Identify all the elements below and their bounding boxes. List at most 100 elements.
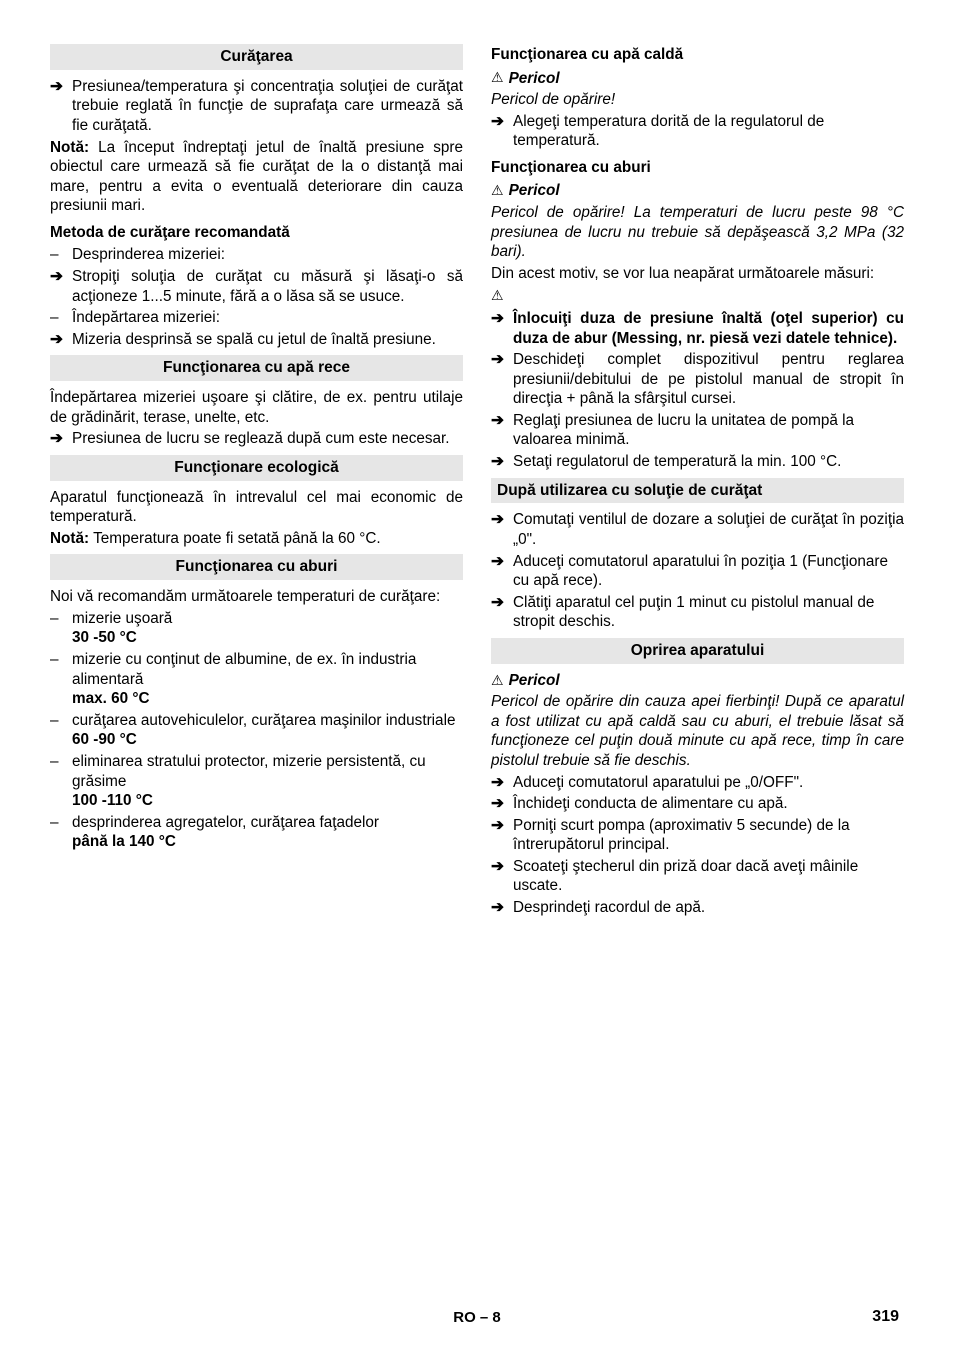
- warning-icon: ⚠: [491, 286, 904, 306]
- heading-curatarea: Curăţarea: [50, 44, 463, 70]
- list-item: – Îndepărtarea mizeriei:: [50, 308, 463, 328]
- body-text: Clătiţi aparatul cel puţin 1 minut cu pi…: [513, 593, 904, 632]
- subheading-aburi-2: Funcţionarea cu aburi: [491, 158, 904, 178]
- list-item: ➔ Comutaţi ventilul de dozare a soluţiei…: [491, 510, 904, 549]
- dash-icon: –: [50, 813, 72, 852]
- dash-icon: –: [50, 650, 72, 709]
- body-text: Setaţi regulatorul de temperatură la min…: [513, 452, 904, 472]
- list-item: ➔ Deschideţi complet dispozitivul pentru…: [491, 350, 904, 409]
- list-item: ➔ Stropiţi soluţia de curăţat cu măsură …: [50, 267, 463, 306]
- arrow-icon: ➔: [491, 898, 513, 918]
- list-item: – mizerie cu conţinut de albumine, de ex…: [50, 650, 463, 709]
- arrow-icon: ➔: [50, 429, 72, 449]
- body-text: Pericol de opărire! La temperaturi de lu…: [491, 203, 904, 262]
- list-item: ➔ Clătiţi aparatul cel puţin 1 minut cu …: [491, 593, 904, 632]
- body-text: Din acest motiv, se vor lua neapărat urm…: [491, 264, 904, 284]
- arrow-icon: ➔: [50, 330, 72, 350]
- list-item: ➔ Mizeria desprinsă se spală cu jetul de…: [50, 330, 463, 350]
- arrow-icon: ➔: [491, 773, 513, 793]
- warning-icon: ⚠: [491, 69, 504, 87]
- body-text: Înlocuiţi duza de presiune înaltă (oţel …: [513, 309, 904, 348]
- list-item: – mizerie uşoară 30 -50 °C: [50, 609, 463, 648]
- footer-center: RO – 8: [0, 1309, 954, 1326]
- body-text: mizerie uşoară 30 -50 °C: [72, 609, 463, 648]
- body-text: Stropiţi soluţia de curăţat cu măsură şi…: [72, 267, 463, 306]
- pericol-label: Pericol: [509, 69, 560, 89]
- pericol-line: ⚠ Pericol: [491, 69, 904, 89]
- arrow-icon: ➔: [491, 350, 513, 409]
- body-text: Îndepărtarea mizeriei uşoare şi clătire,…: [50, 388, 463, 427]
- dash-icon: –: [50, 752, 72, 811]
- heading-aburi: Funcţionarea cu aburi: [50, 554, 463, 580]
- arrow-icon: ➔: [491, 552, 513, 591]
- arrow-icon: ➔: [491, 510, 513, 549]
- dash-icon: –: [50, 711, 72, 750]
- heading-oprirea: Oprirea aparatului: [491, 638, 904, 664]
- subheading-apa-calda: Funcţionarea cu apă caldă: [491, 45, 904, 65]
- list-item: ➔ Setaţi regulatorul de temperatură la m…: [491, 452, 904, 472]
- arrow-icon: ➔: [491, 452, 513, 472]
- body-text: Desprinderea mizeriei:: [72, 245, 463, 265]
- arrow-icon: ➔: [491, 794, 513, 814]
- body-text: Închideţi conducta de alimentare cu apă.: [513, 794, 904, 814]
- note-body: Temperatura poate fi setată până la 60 °…: [89, 530, 381, 547]
- dash-icon: –: [50, 245, 72, 265]
- list-item: ➔ Aduceţi comutatorul aparatului în pozi…: [491, 552, 904, 591]
- page-number: 319: [872, 1308, 899, 1326]
- body-text: Noi vă recomandăm următoarele temperatur…: [50, 587, 463, 607]
- body-text: Pericol de opărire din cauza apei fierbi…: [491, 692, 904, 770]
- body-text: Aduceţi comutatorul aparatului pe „0/OFF…: [513, 773, 904, 793]
- note-body: La început îndreptaţi jetul de înaltă pr…: [50, 139, 463, 215]
- note-label: Notă:: [50, 530, 89, 547]
- arrow-icon: ➔: [50, 77, 72, 136]
- body-text: mizerie cu conţinut de albumine, de ex. …: [72, 650, 463, 709]
- list-item: ➔ Reglaţi presiunea de lucru la unitatea…: [491, 411, 904, 450]
- warning-icon: ⚠: [491, 672, 504, 690]
- body-text: eliminarea stratului protector, mizerie …: [72, 752, 463, 811]
- note-paragraph: Notă: La început îndreptaţi jetul de îna…: [50, 138, 463, 216]
- arrow-icon: ➔: [491, 309, 513, 348]
- body-text: Porniţi scurt pompa (aproximativ 5 secun…: [513, 816, 904, 855]
- list-item: ➔ Presiunea/temperatura şi concentraţia …: [50, 77, 463, 136]
- body-text: Presiunea de lucru se reglează după cum …: [72, 429, 463, 449]
- body-text: Comutaţi ventilul de dozare a soluţiei d…: [513, 510, 904, 549]
- pericol-line: ⚠ Pericol: [491, 671, 904, 691]
- body-text: Aduceţi comutatorul aparatului în poziţi…: [513, 552, 904, 591]
- list-item: ➔ Aduceţi comutatorul aparatului pe „0/O…: [491, 773, 904, 793]
- body-text: Pericol de opărire!: [491, 90, 904, 110]
- pericol-label: Pericol: [509, 181, 560, 201]
- list-item: – Desprinderea mizeriei:: [50, 245, 463, 265]
- body-text: desprinderea agregatelor, curăţarea faţa…: [72, 813, 463, 852]
- arrow-icon: ➔: [50, 267, 72, 306]
- body-text: Scoateţi ştecherul din priză doar dacă a…: [513, 857, 904, 896]
- pericol-line: ⚠ Pericol: [491, 181, 904, 201]
- warning-icon: ⚠: [491, 182, 504, 200]
- arrow-icon: ➔: [491, 816, 513, 855]
- body-text: Alegeţi temperatura dorită de la regulat…: [513, 112, 904, 151]
- list-item: ➔ Presiunea de lucru se reglează după cu…: [50, 429, 463, 449]
- heading-ecologica: Funcţionare ecologică: [50, 455, 463, 481]
- list-item: – desprinderea agregatelor, curăţarea fa…: [50, 813, 463, 852]
- list-item: ➔ Scoateţi ştecherul din priză doar dacă…: [491, 857, 904, 896]
- note-label: Notă:: [50, 139, 89, 156]
- body-text: Reglaţi presiunea de lucru la unitatea d…: [513, 411, 904, 450]
- pericol-label: Pericol: [509, 671, 560, 691]
- list-item: ➔ Desprindeţi racordul de apă.: [491, 898, 904, 918]
- body-text: Deschideţi complet dispozitivul pentru r…: [513, 350, 904, 409]
- arrow-icon: ➔: [491, 593, 513, 632]
- body-text: Aparatul funcţionează în intrevalul cel …: [50, 488, 463, 527]
- list-item: – eliminarea stratului protector, mizeri…: [50, 752, 463, 811]
- list-item: ➔ Alegeţi temperatura dorită de la regul…: [491, 112, 904, 151]
- list-item: ➔ Înlocuiţi duza de presiune înaltă (oţe…: [491, 309, 904, 348]
- body-text: curăţarea autovehiculelor, curăţarea maş…: [72, 711, 463, 750]
- body-text: Îndepărtarea mizeriei:: [72, 308, 463, 328]
- arrow-icon: ➔: [491, 411, 513, 450]
- body-text: Mizeria desprinsă se spală cu jetul de î…: [72, 330, 463, 350]
- dash-icon: –: [50, 308, 72, 328]
- note-paragraph: Notă: Temperatura poate fi setată până l…: [50, 529, 463, 549]
- arrow-icon: ➔: [491, 112, 513, 151]
- dash-icon: –: [50, 609, 72, 648]
- body-text: Desprindeţi racordul de apă.: [513, 898, 904, 918]
- heading-dupa-utilizare: După utilizarea cu soluţie de curăţat: [491, 478, 904, 504]
- list-item: ➔ Închideţi conducta de alimentare cu ap…: [491, 794, 904, 814]
